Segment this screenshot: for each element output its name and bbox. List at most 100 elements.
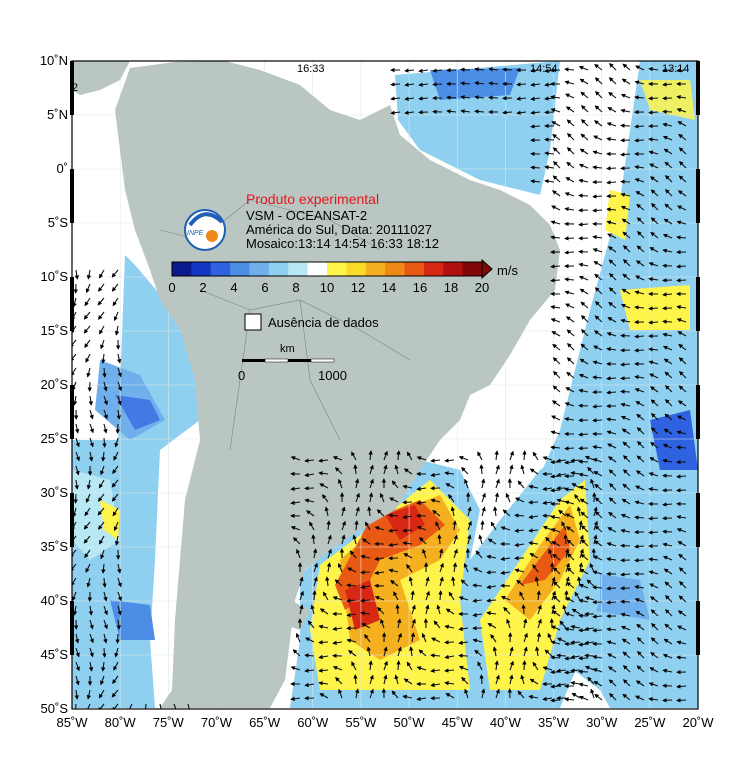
wind-arrow bbox=[411, 604, 416, 615]
wind-arrow bbox=[664, 581, 673, 589]
wind-arrow bbox=[374, 556, 385, 562]
wind-arrow bbox=[360, 611, 371, 616]
wind-arrow bbox=[637, 441, 645, 449]
wind-arrow bbox=[416, 456, 427, 461]
wind-arrow bbox=[662, 248, 673, 253]
wind-arrow bbox=[88, 395, 94, 406]
wind-arrow bbox=[475, 550, 483, 559]
wind-arrow bbox=[438, 590, 443, 601]
wind-arrow bbox=[677, 190, 687, 197]
wind-arrow bbox=[578, 432, 589, 437]
wind-arrow bbox=[117, 591, 122, 602]
wind-arrow bbox=[565, 387, 575, 393]
wind-arrow bbox=[529, 553, 539, 559]
wind-arrow bbox=[579, 548, 584, 559]
wind-arrow bbox=[564, 236, 575, 241]
wind-arrow bbox=[545, 536, 553, 545]
wind-arrow bbox=[89, 619, 94, 630]
wind-arrow bbox=[622, 693, 631, 701]
wind-arrow bbox=[594, 63, 603, 71]
wind-arrow bbox=[458, 640, 469, 645]
wind-arrow bbox=[318, 654, 329, 660]
wind-arrow bbox=[536, 632, 542, 643]
wind-arrow bbox=[509, 464, 514, 475]
wind-arrow bbox=[439, 576, 444, 587]
wind-arrow bbox=[651, 203, 659, 211]
wind-arrow bbox=[521, 604, 526, 615]
wind-arrow bbox=[676, 264, 687, 269]
wind-arrow bbox=[620, 192, 631, 197]
wind-arrow bbox=[404, 96, 415, 101]
wind-arrow bbox=[102, 577, 107, 588]
wind-arrow bbox=[117, 577, 122, 588]
wind-arrow bbox=[609, 63, 617, 71]
wind-arrow bbox=[72, 549, 77, 558]
wind-arrow bbox=[83, 325, 91, 334]
wind-arrow bbox=[650, 217, 659, 225]
wind-arrow bbox=[337, 478, 343, 489]
wind-arrow bbox=[318, 624, 329, 629]
wind-arrow bbox=[592, 165, 603, 170]
wind-arrow bbox=[570, 471, 581, 476]
wind-arrow bbox=[550, 264, 561, 269]
wind-arrow bbox=[662, 653, 673, 659]
wind-arrow bbox=[495, 674, 500, 685]
wind-arrow bbox=[578, 562, 584, 573]
wind-arrow bbox=[480, 520, 485, 531]
wind-arrow bbox=[388, 568, 399, 573]
wind-arrow bbox=[635, 191, 645, 197]
wind-arrow bbox=[566, 357, 575, 365]
wind-arrow bbox=[537, 604, 542, 615]
wind-arrow bbox=[322, 494, 329, 503]
wind-arrow bbox=[676, 514, 687, 520]
wind-arrow bbox=[102, 647, 107, 658]
wind-arrow bbox=[584, 653, 595, 658]
wind-arrow bbox=[379, 492, 385, 503]
wind-arrow bbox=[550, 430, 561, 435]
wind-arrow bbox=[86, 479, 92, 490]
wind-arrow bbox=[580, 525, 589, 533]
wind-arrow bbox=[355, 492, 360, 503]
swath-pacific bbox=[72, 255, 200, 708]
wind-arrow bbox=[514, 528, 525, 533]
wind-arrow bbox=[396, 618, 402, 629]
wind-arrow bbox=[664, 385, 673, 393]
wind-arrow bbox=[97, 703, 105, 709]
wind-arrow bbox=[677, 205, 687, 211]
wind-arrow bbox=[651, 623, 659, 631]
wind-arrow bbox=[509, 660, 514, 671]
wind-arrow bbox=[676, 318, 687, 323]
wind-arrow bbox=[114, 647, 119, 658]
wind-arrow bbox=[368, 450, 373, 461]
wind-arrow bbox=[318, 640, 329, 645]
wind-arrow bbox=[84, 339, 91, 349]
lat-label: 35˚S bbox=[41, 539, 69, 554]
wind-arrow bbox=[608, 91, 617, 99]
wind-arrow bbox=[355, 506, 360, 517]
wind-arrow bbox=[550, 514, 561, 520]
wind-arrow bbox=[88, 451, 94, 462]
wind-arrow bbox=[348, 650, 357, 657]
wind-arrow bbox=[578, 262, 589, 267]
wind-arrow bbox=[394, 674, 399, 685]
wind-arrow bbox=[620, 205, 631, 211]
wind-arrow bbox=[418, 96, 429, 101]
wind-arrow bbox=[481, 688, 486, 699]
wind-arrow bbox=[635, 680, 645, 687]
wind-arrow bbox=[578, 222, 589, 227]
wind-arrow bbox=[346, 612, 357, 618]
wind-arrow bbox=[648, 320, 659, 325]
wind-arrow bbox=[578, 642, 589, 647]
wind-arrow bbox=[117, 381, 122, 392]
wind-arrow bbox=[102, 367, 107, 378]
wind-arrow bbox=[634, 138, 645, 143]
wind-arrow bbox=[564, 206, 575, 212]
wind-arrow bbox=[566, 371, 575, 379]
wind-arrow bbox=[565, 576, 570, 587]
wind-arrow bbox=[578, 163, 589, 169]
wind-arrow bbox=[500, 526, 511, 531]
wind-arrow bbox=[116, 619, 121, 630]
wind-arrow bbox=[565, 177, 575, 183]
wind-arrow bbox=[662, 555, 673, 561]
wind-arrow bbox=[364, 634, 371, 643]
